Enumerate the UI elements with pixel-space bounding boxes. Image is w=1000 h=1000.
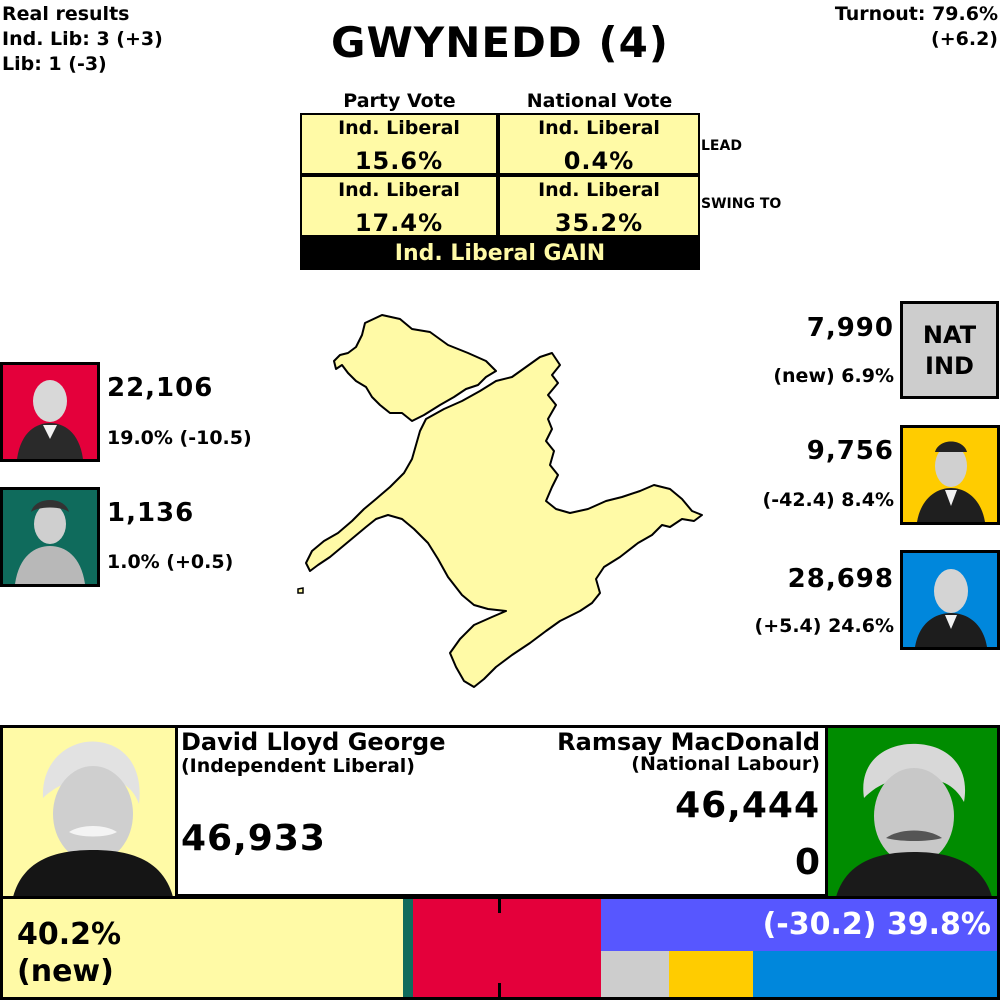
mainland-shape (305, 352, 703, 688)
swing-national-pct: 35.2% (554, 209, 644, 237)
portrait-icon (13, 741, 173, 897)
bar-segment-grey (601, 951, 669, 997)
winner-party: (Independent Liberal) (181, 755, 415, 777)
party-votes-yellow: 9,756 (806, 436, 894, 466)
turnout: Turnout: 79.6% (+6.2) (835, 2, 998, 52)
winner-photo (3, 728, 178, 897)
party-pct-red: 19.0% (-10.5) (107, 427, 252, 449)
real-results-line2: Lib: 1 (-3) (2, 53, 107, 75)
lead-national-pct: 0.4% (563, 147, 635, 175)
swing-national-cell: Ind. Liberal 35.2% (498, 175, 700, 237)
runner-up-name: Ramsay MacDonald (557, 728, 820, 756)
winner-votes: 46,933 (181, 818, 326, 859)
party-votes-green: 1,136 (107, 498, 195, 528)
party-pct-yellow: (-42.4) 8.4% (762, 489, 894, 511)
bar-segment-runner-up (601, 899, 997, 951)
bar-midpoint-bottom (498, 983, 501, 997)
bar-winner-pct: 40.2% (17, 917, 122, 952)
page-title: GWYNEDD (4) (330, 18, 670, 67)
winner-name: David Lloyd George (181, 728, 446, 756)
bar-winner-change: (new) (17, 954, 114, 989)
party-pct-natind: (new) 6.9% (773, 365, 894, 387)
portrait-icon (15, 500, 85, 584)
swing-party-pct: 17.4% (354, 209, 444, 237)
runner-up-votes: 46,444 (675, 785, 820, 826)
swing-party-cell: Ind. Liberal 17.4% (300, 175, 498, 237)
candidates-panel: David Lloyd George (Independent Liberal)… (0, 725, 1000, 897)
nat-ind-badge-line2: IND (925, 352, 974, 380)
bar-segment-red (413, 899, 601, 997)
nat-ind-badge-line1: NAT (922, 321, 977, 349)
party-votes-blue: 28,698 (787, 564, 894, 594)
nat-ind-badge: NAT IND (900, 301, 999, 399)
party-photo-yellow (900, 425, 1000, 525)
vote-share-bar: 40.2% (new) (-30.2) 39.8% (0, 896, 1000, 1000)
bar-segment-winner (3, 899, 403, 997)
portrait-icon (917, 441, 985, 522)
lead-national-name: Ind. Liberal (538, 117, 660, 139)
lead-party-pct: 15.6% (354, 147, 444, 175)
real-results-label: Real results (2, 3, 130, 25)
lead-national-cell: Ind. Liberal 0.4% (498, 113, 700, 175)
real-results-line1: Ind. Lib: 3 (+3) (2, 28, 163, 50)
bar-runner-up-label: (-30.2) 39.8% (762, 907, 991, 942)
vote-table: Ind. Liberal 15.6% Ind. Liberal 0.4% Ind… (300, 113, 700, 270)
runner-up-photo (825, 728, 997, 897)
portrait-icon (836, 743, 992, 897)
bar-segment-lightblue (753, 951, 997, 997)
party-pct-green: 1.0% (+0.5) (107, 551, 234, 573)
result-banner: Ind. Liberal GAIN (300, 237, 700, 270)
lead-party-cell: Ind. Liberal 15.6% (300, 113, 498, 175)
bar-midpoint-top (498, 899, 501, 913)
bar-segment-yellow (669, 951, 753, 997)
turnout-change: (+6.2) (931, 28, 998, 50)
national-vote-header: National Vote (526, 90, 673, 112)
portrait-icon (915, 569, 987, 647)
portrait-icon (17, 380, 83, 459)
party-vote-header: Party Vote (343, 90, 456, 112)
bar-segment-green (403, 899, 413, 997)
party-votes-red: 22,106 (107, 373, 214, 403)
party-votes-natind: 7,990 (806, 313, 894, 343)
runner-up-party: (National Labour) (631, 753, 820, 775)
party-photo-blue (900, 550, 1000, 650)
swing-party-name: Ind. Liberal (338, 179, 460, 201)
map-islet (297, 587, 304, 594)
swing-label: SWING TO (701, 196, 782, 212)
party-pct-blue: (+5.4) 24.6% (754, 615, 894, 637)
turnout-line1: Turnout: 79.6% (834, 3, 998, 25)
anglesey-shape (333, 314, 497, 422)
lead-label: LEAD (701, 138, 742, 154)
lead-party-name: Ind. Liberal (338, 117, 460, 139)
runner-up-change: 0 (794, 842, 820, 883)
real-results: Real results Ind. Lib: 3 (+3) Lib: 1 (-3… (2, 2, 163, 77)
constituency-map (297, 314, 703, 688)
party-photo-red (0, 362, 100, 462)
party-photo-green (0, 487, 100, 587)
swing-national-name: Ind. Liberal (538, 179, 660, 201)
